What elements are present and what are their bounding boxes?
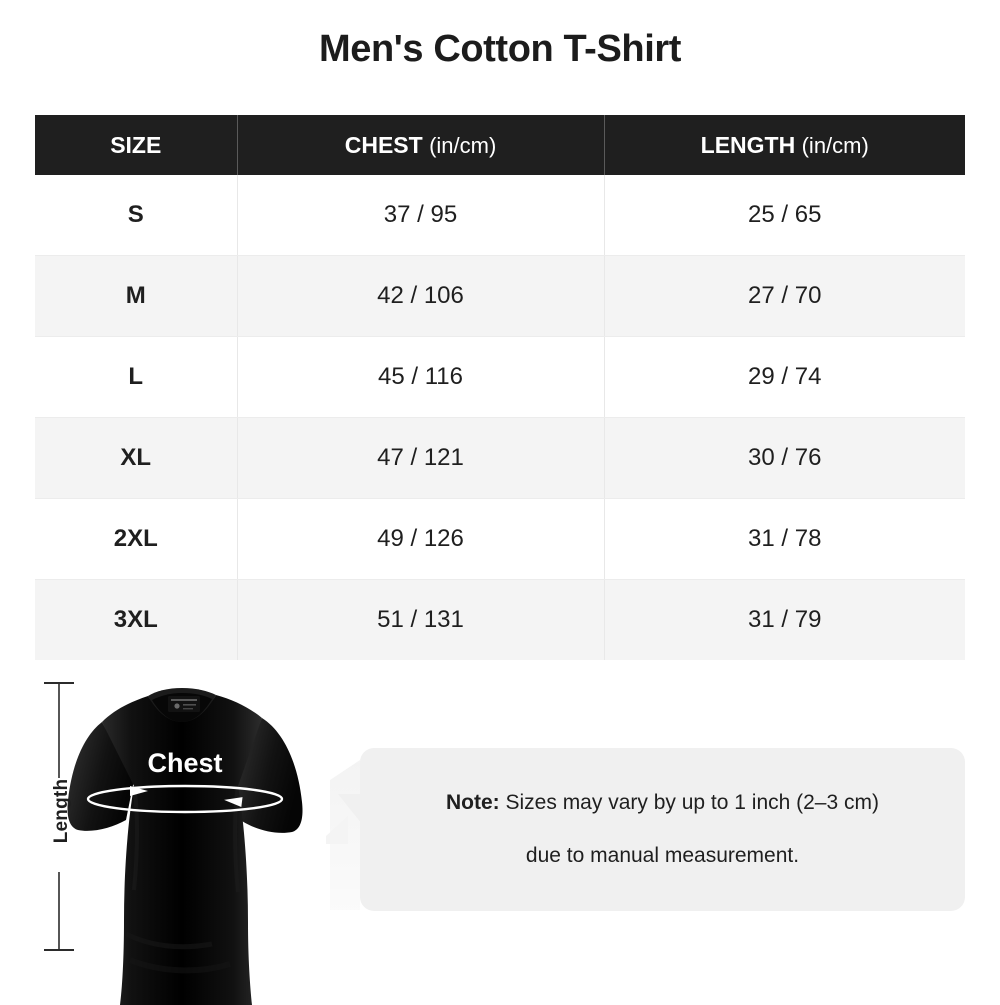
cell-chest: 47 / 121 [237, 417, 605, 499]
cell-length: 30 / 76 [604, 417, 965, 499]
measurement-illustration: Chest Length [0, 660, 1000, 1005]
note-prefix: Note: [446, 791, 500, 815]
cell-length: 27 / 70 [604, 255, 965, 337]
chest-measurement-arrow [86, 784, 284, 814]
cell-chest: 49 / 126 [237, 498, 605, 580]
cell-length: 29 / 74 [604, 336, 965, 418]
column-header-length-label: LENGTH [700, 131, 796, 158]
note-line-1: Note: Sizes may vary by up to 1 inch (2–… [446, 792, 879, 814]
cell-size: L [35, 336, 238, 418]
column-header-length: LENGTH (in/cm) [604, 115, 965, 175]
cell-chest: 37 / 95 [237, 175, 605, 256]
cell-chest: 51 / 131 [237, 579, 605, 660]
column-header-chest-unit: (in/cm) [429, 132, 497, 158]
note-line-2: due to manual measurement. [525, 843, 800, 867]
cell-chest: 42 / 106 [237, 255, 605, 337]
table-header-row: SIZE CHEST (in/cm) LENGTH (in/cm) [35, 115, 965, 175]
watermark-icon [326, 760, 360, 910]
neck-label-icon [168, 696, 200, 712]
column-header-length-unit: (in/cm) [801, 132, 869, 158]
page-title: Men's Cotton T-Shirt [319, 28, 681, 70]
length-label-wrap: Length [30, 660, 120, 1005]
cell-size: 2XL [35, 498, 238, 580]
size-chart-table: SIZE CHEST (in/cm) LENGTH (in/cm) S 37 /… [35, 115, 965, 660]
cell-size: S [35, 175, 238, 256]
table-row: M 42 / 106 27 / 70 [35, 255, 965, 337]
table-row: XL 47 / 121 30 / 76 [35, 417, 965, 499]
cell-size: 3XL [35, 579, 238, 660]
table-row: 3XL 51 / 131 31 / 79 [35, 579, 965, 660]
length-dimension-line [44, 682, 74, 951]
tshirt-illustration: Chest [67, 688, 360, 1005]
cell-size: M [35, 255, 238, 337]
note-bubble: Note: Sizes may vary by up to 1 inch (2–… [338, 748, 965, 911]
chest-label: Chest [147, 748, 222, 778]
table-row: 2XL 49 / 126 31 / 78 [35, 498, 965, 580]
table-header: SIZE CHEST (in/cm) LENGTH (in/cm) [35, 115, 965, 175]
note-bubble-tail [338, 794, 362, 824]
column-header-size-label: SIZE [110, 131, 162, 158]
column-header-size: SIZE [35, 115, 238, 175]
length-label: Length [51, 778, 72, 844]
cell-chest: 45 / 116 [237, 336, 605, 418]
note-text-1: Sizes may vary by up to 1 inch (2–3 cm) [499, 791, 879, 815]
column-header-chest-label: CHEST [344, 131, 423, 158]
cell-length: 31 / 78 [604, 498, 965, 580]
table-row: S 37 / 95 25 / 65 [35, 175, 965, 256]
table-row: L 45 / 116 29 / 74 [35, 336, 965, 418]
cell-size: XL [35, 417, 238, 499]
cell-length: 25 / 65 [604, 175, 965, 256]
cell-length: 31 / 79 [748, 606, 822, 633]
column-header-chest: CHEST (in/cm) [237, 115, 605, 175]
table-body: S 37 / 95 25 / 65 M 42 / 106 27 / 70 L 4… [35, 175, 965, 660]
